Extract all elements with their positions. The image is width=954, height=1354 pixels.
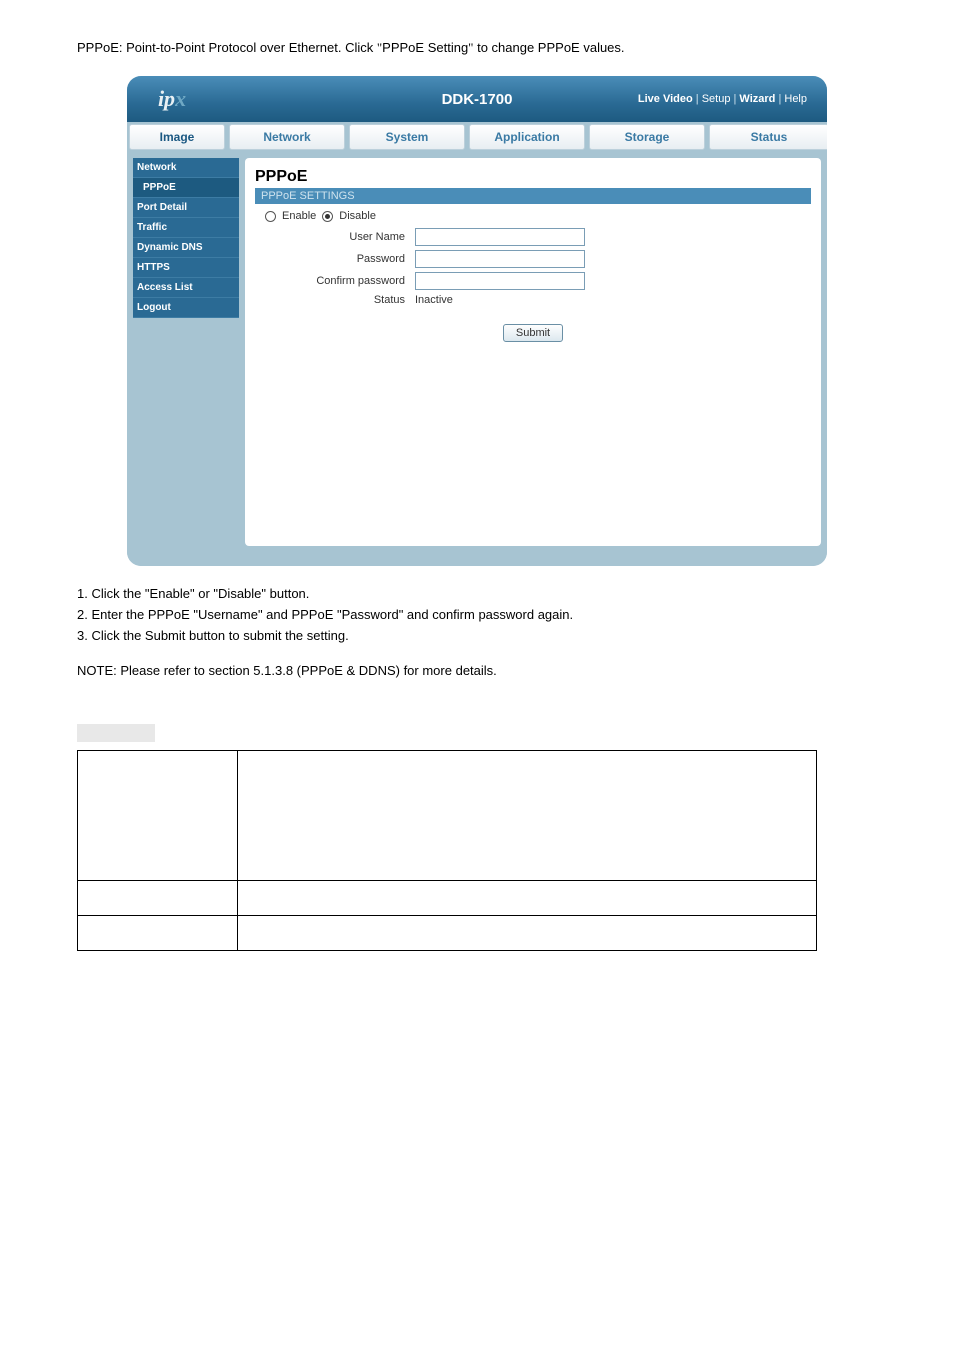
ui-bottom-edge <box>127 552 827 566</box>
enable-disable-row: Enable Disable <box>265 210 801 222</box>
ui-body: Network PPPoE Port Detail Traffic Dynami… <box>127 152 827 552</box>
description-table: PPPoE Setting If you have a dynamic IP a… <box>77 750 817 951</box>
link-setup[interactable]: Setup <box>702 93 731 105</box>
status-value: Inactive <box>415 294 453 306</box>
submit-row: Submit <box>265 324 801 342</box>
link-live-video[interactable]: Live Video <box>638 93 693 105</box>
instr2-q2: Password <box>342 607 399 622</box>
description-heading: Description <box>77 724 155 742</box>
table-row: Password Enter your password. <box>78 916 817 951</box>
sidebar-item-pppoe[interactable]: PPPoE <box>133 178 239 198</box>
input-confirm[interactable] <box>415 272 585 290</box>
row-confirm: Confirm password <box>265 272 801 290</box>
tab-image[interactable]: Image <box>129 124 225 150</box>
form-area: Enable Disable User Name Password Confir… <box>255 204 811 348</box>
intro-prefix: PPPoE: Point-to-Point Protocol over Ethe… <box>77 40 377 55</box>
tab-status[interactable]: Status <box>709 124 827 150</box>
instr1-q2: Disable <box>218 586 261 601</box>
instr1-q1: Enable <box>150 586 190 601</box>
row-status: Status Inactive <box>265 294 801 306</box>
input-password[interactable] <box>415 250 585 268</box>
disable-label: Disable <box>339 210 376 222</box>
tab-application[interactable]: Application <box>469 124 585 150</box>
table-row: User Name Enter your username. <box>78 881 817 916</box>
sidebar-item-network[interactable]: Network <box>133 158 239 178</box>
link-wizard[interactable]: Wizard <box>739 93 775 105</box>
logo-main: ip <box>158 86 175 111</box>
tab-system[interactable]: System <box>349 124 465 150</box>
sidebar-item-https[interactable]: HTTPS <box>133 258 239 278</box>
logo-x: x <box>175 86 186 111</box>
enable-label: Enable <box>282 210 316 222</box>
desc-val-2: Enter your password. <box>238 916 817 951</box>
tab-network[interactable]: Network <box>229 124 345 150</box>
label-username: User Name <box>265 231 415 243</box>
link-help[interactable]: Help <box>784 93 807 105</box>
instruction-3: 3. Click the Submit button to submit the… <box>77 628 877 643</box>
label-password: Password <box>265 253 415 265</box>
content-subtitle: PPPoE SETTINGS <box>255 188 811 204</box>
sidebar-item-port-detail[interactable]: Port Detail <box>133 198 239 218</box>
tabs-row: Image Network System Application Storage… <box>127 122 827 152</box>
intro-line: PPPoE: Point-to-Point Protocol over Ethe… <box>57 40 897 76</box>
tab-storage[interactable]: Storage <box>589 124 705 150</box>
ui-header: ipx DDK-1700 Live Video | Setup | Wizard… <box>127 76 827 122</box>
row-username: User Name <box>265 228 801 246</box>
ui-frame: ipx DDK-1700 Live Video | Setup | Wizard… <box>127 76 827 566</box>
instr2-q1: Username <box>198 607 258 622</box>
sidebar-item-logout[interactable]: Logout <box>133 298 239 318</box>
instr1-prefix: 1. Click <box>77 586 123 601</box>
sidebar-item-traffic[interactable]: Traffic <box>133 218 239 238</box>
desc-key-2: Password <box>78 916 238 951</box>
instruction-2: 2. Enter the PPPoE "Username" and PPPoE … <box>77 607 877 622</box>
desc-key-1: User Name <box>78 881 238 916</box>
instructions: 1. Click the "Enable" or "Disable" butto… <box>57 586 897 678</box>
input-username[interactable] <box>415 228 585 246</box>
intro-suffix: to change PPPoE values. <box>473 40 624 55</box>
logo: ipx <box>127 86 217 112</box>
desc-val-0: If you have a dynamic IP address and wan… <box>238 751 817 881</box>
table-row: PPPoE Setting If you have a dynamic IP a… <box>78 751 817 881</box>
submit-button[interactable]: Submit <box>503 324 563 342</box>
sidebar-item-dynamic-dns[interactable]: Dynamic DNS <box>133 238 239 258</box>
row-password: Password <box>265 250 801 268</box>
radio-disable[interactable] <box>322 211 333 222</box>
sidebar: Network PPPoE Port Detail Traffic Dynami… <box>133 158 239 546</box>
desc-key-0: PPPoE Setting <box>78 751 238 881</box>
desc-val-1: Enter your username. <box>238 881 817 916</box>
radio-enable[interactable] <box>265 211 276 222</box>
label-status: Status <box>265 294 415 306</box>
sidebar-item-access-list[interactable]: Access List <box>133 278 239 298</box>
instruction-note: NOTE: Please refer to section 5.1.3.8 (P… <box>77 663 877 678</box>
content-title: PPPoE <box>255 168 811 186</box>
label-confirm: Confirm password <box>265 275 415 287</box>
top-links: Live Video | Setup | Wizard | Help <box>638 93 807 105</box>
intro-quoted: PPPoE Setting <box>382 40 468 55</box>
instruction-1: 1. Click the "Enable" or "Disable" butto… <box>77 586 877 601</box>
content-panel: PPPoE PPPoE SETTINGS Enable Disable User… <box>245 158 821 546</box>
